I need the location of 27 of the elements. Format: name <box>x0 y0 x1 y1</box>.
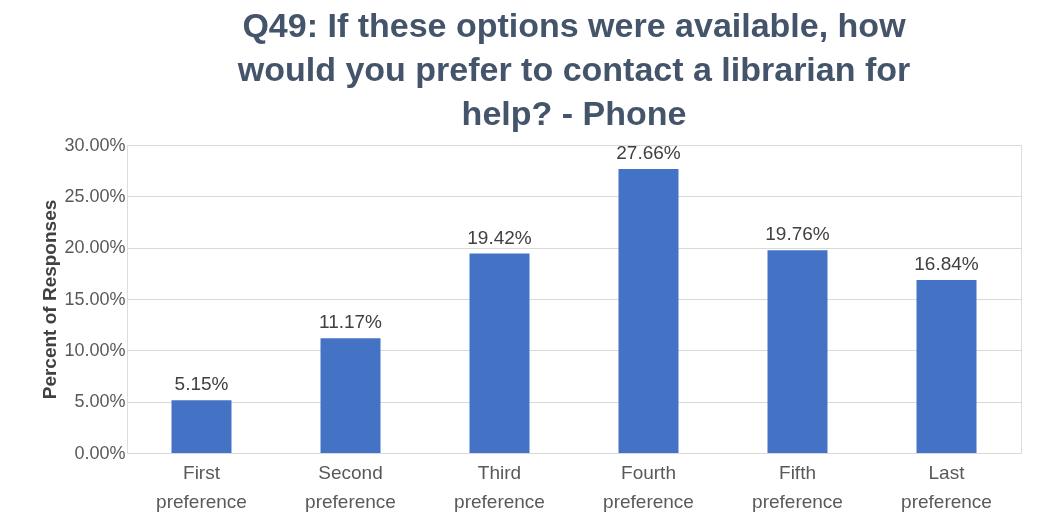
y-axis-title: Percent of Responses <box>39 199 61 400</box>
data-label: 5.15% <box>174 373 229 395</box>
data-label: 11.17% <box>318 311 383 333</box>
data-label: 19.76% <box>765 223 830 245</box>
data-label: 27.66% <box>616 142 681 164</box>
bar <box>469 253 530 453</box>
y-tick-label: 20.00% <box>64 237 126 258</box>
y-tick-label: 15.00% <box>64 288 126 309</box>
y-tick-label: 0.00% <box>74 442 126 463</box>
x-tick-label: Fifth preference <box>752 461 843 512</box>
y-tick-label: 5.00% <box>74 391 126 412</box>
data-label: 16.84% <box>914 253 979 275</box>
x-tick-label: First preference <box>156 461 247 512</box>
bar <box>916 280 977 453</box>
y-tick-label: 10.00% <box>64 339 126 360</box>
bar <box>320 338 381 453</box>
bar <box>767 250 828 453</box>
y-tick-label: 30.00% <box>64 134 126 155</box>
data-label: 19.42% <box>467 226 532 248</box>
chart-title: Q49: If these options were available, how would you prefer to contact a librarian for help? - Phone <box>236 6 911 132</box>
x-tick-label: Third preference <box>454 461 545 512</box>
y-tick-label: 25.00% <box>64 185 126 206</box>
bar <box>171 400 232 453</box>
bar <box>618 169 679 453</box>
x-tick-label: Second preference <box>305 461 396 512</box>
x-tick-label: Fourth preference <box>603 461 694 512</box>
x-tick-label: Last preference <box>901 461 992 512</box>
